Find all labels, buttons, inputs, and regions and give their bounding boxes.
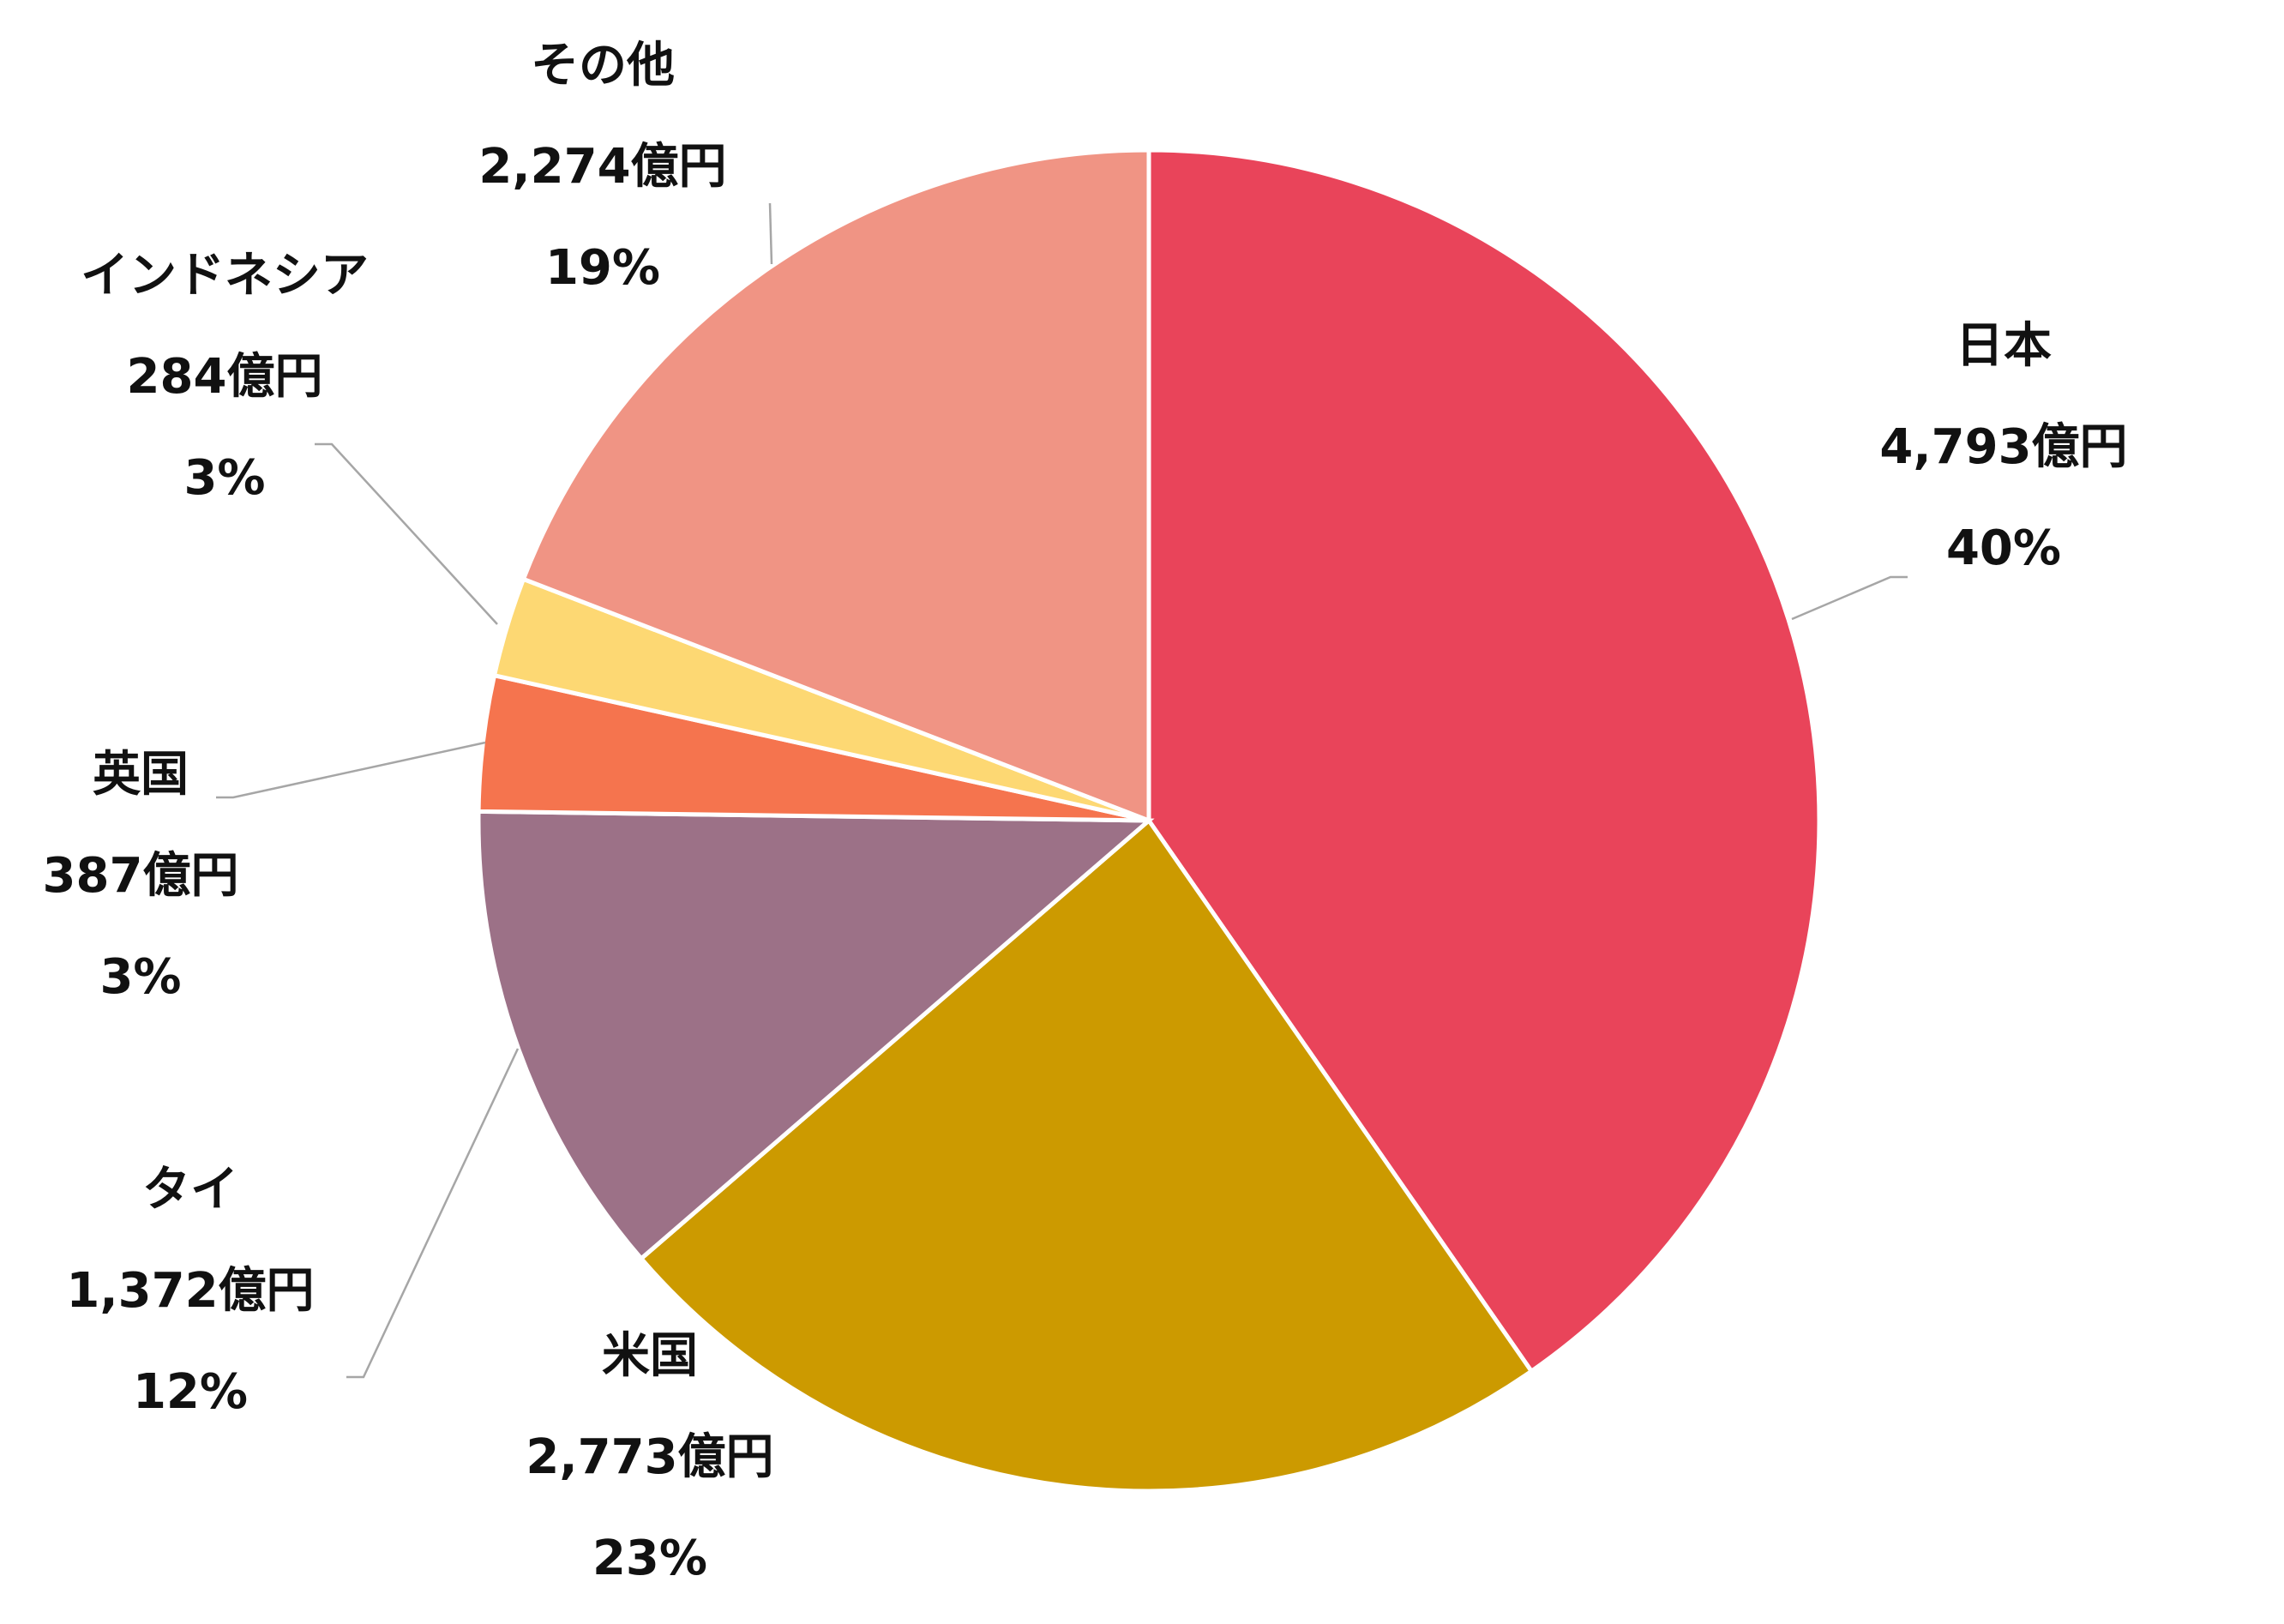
slice-5-percent-label: 3%: [183, 450, 265, 506]
leader-line-6: [768, 202, 773, 265]
slice-2-value-label: 2,773億円: [526, 1429, 773, 1485]
slice-1-category-label: 日本: [1956, 318, 2052, 374]
pie-slice-6: [520, 147, 1151, 824]
pie-slices: [476, 147, 1822, 1494]
slice-6-value-label: 2,274億円: [478, 139, 726, 195]
leader-line-1: [1791, 575, 1908, 621]
leader-lines: [216, 202, 1908, 1379]
slice-3-percent-label: 12%: [133, 1364, 248, 1420]
slice-4-percent-label: 3%: [99, 949, 181, 1005]
slice-1-percent-label: 40%: [1946, 520, 2061, 576]
leader-line-3: [346, 1048, 520, 1379]
slice-4-category-label: 英国: [93, 747, 189, 803]
slice-5-value-label: 284億円: [127, 349, 323, 405]
slice-3-category-label: タイ: [142, 1162, 238, 1218]
slice-2-category-label: 米国: [602, 1328, 698, 1384]
pie-slice-2: [638, 817, 1535, 1494]
slice-6-category-label: その他: [531, 38, 675, 93]
slice-5-category-label: インドネシア: [81, 248, 369, 304]
pie-slice-1: [1146, 147, 1822, 1374]
leader-line-5: [315, 442, 498, 625]
pie-slice-3: [476, 809, 1155, 1262]
slice-2-percent-label: 23%: [592, 1531, 707, 1586]
slice-4-value-label: 387億円: [43, 848, 239, 904]
slice-6-percent-label: 19%: [545, 240, 660, 296]
slice-3-value-label: 1,372億円: [66, 1263, 314, 1319]
data-labels: 日本 4,793億円 40% 米国 2,773億円 23% タイ 1,372億円 12% 英国 38…: [43, 38, 2128, 1586]
leader-line-4: [216, 741, 486, 799]
slice-1-value-label: 4,793億円: [1879, 419, 2127, 475]
